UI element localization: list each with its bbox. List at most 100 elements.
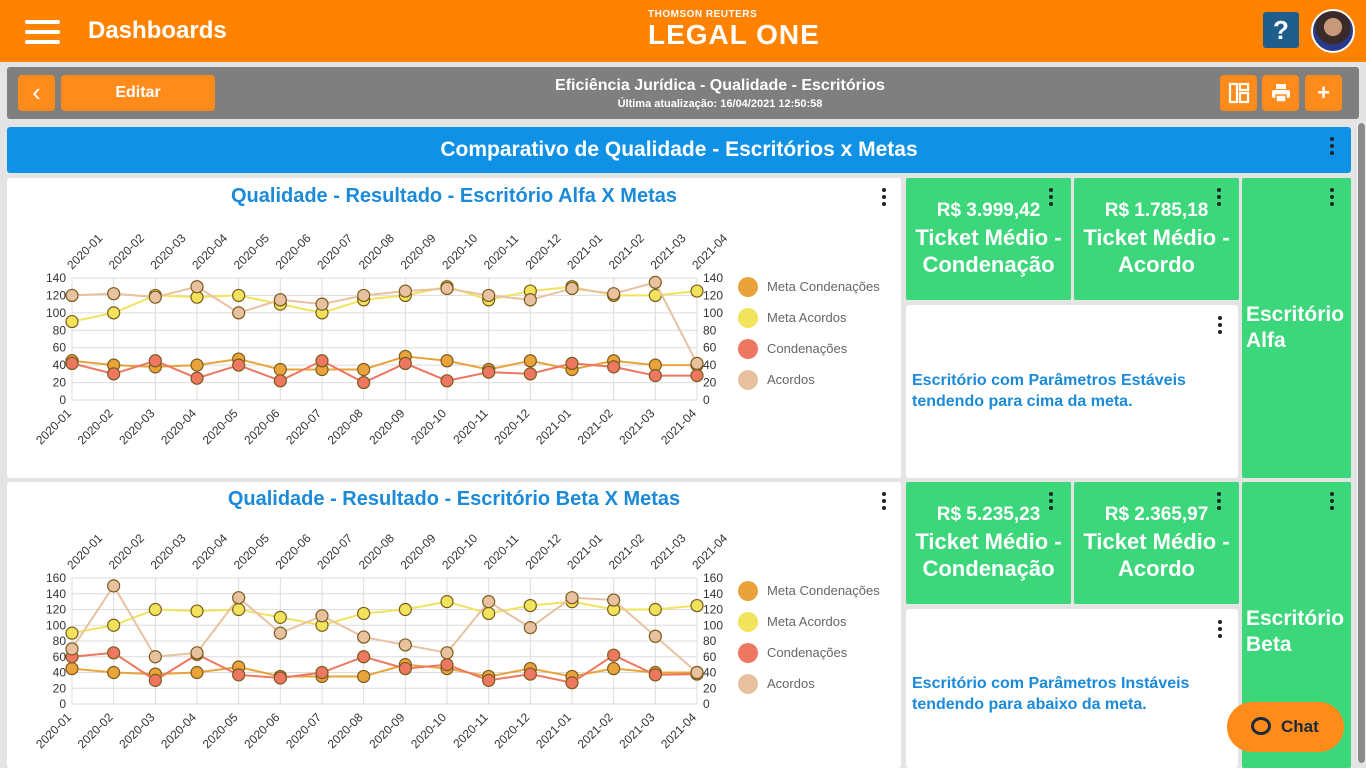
y-tick-left: 0	[59, 697, 66, 711]
data-point	[690, 598, 704, 613]
data-point	[523, 598, 537, 613]
data-point	[107, 646, 121, 660]
chart-kebab-icon[interactable]	[881, 188, 887, 206]
y-tick-right: 60	[703, 341, 717, 355]
x-tick-bottom: 2020-06	[241, 406, 282, 447]
data-point	[190, 280, 204, 294]
x-tick-bottom: 2020-10	[408, 406, 449, 447]
y-tick-left: 0	[59, 393, 66, 407]
series-line	[71, 281, 698, 364]
data-point	[607, 593, 621, 607]
chart-title-alfa: Qualidade - Resultado - Escritório Alfa …	[230, 185, 677, 207]
kpi-value: R$ 3.999,42	[936, 200, 1041, 221]
y-tick-left: 80	[53, 323, 67, 337]
y-tick-left: 140	[46, 587, 66, 601]
tile-kebab-icon[interactable]	[1048, 492, 1054, 510]
data-point	[607, 287, 621, 301]
y-tick-right: 40	[703, 358, 717, 372]
legend-label: Acordos	[767, 676, 815, 691]
y-tick-right: 80	[703, 634, 717, 648]
tile-kebab-icon[interactable]	[1048, 188, 1054, 206]
message-kebab-icon[interactable]	[1217, 316, 1223, 334]
data-point	[482, 606, 496, 621]
data-point	[107, 367, 121, 381]
tile-kebab-icon[interactable]	[1216, 492, 1222, 510]
user-avatar[interactable]	[1311, 9, 1355, 53]
legend-label: Acordos	[767, 372, 815, 387]
x-tick-bottom: 2021-01	[533, 406, 574, 447]
edit-button[interactable]: Editar	[61, 75, 215, 111]
data-point	[148, 602, 162, 617]
data-point	[565, 281, 579, 296]
data-point	[523, 367, 537, 381]
kpi-tile-alfa-condenacao: R$ 3.999,42 Ticket Médio - Condenação	[906, 178, 1071, 300]
office-kebab-icon[interactable]	[1329, 188, 1335, 206]
data-point	[690, 665, 704, 680]
series-line	[71, 355, 697, 371]
x-tick-top: 2021-04	[689, 231, 730, 272]
y-tick-left: 60	[53, 341, 67, 355]
data-point	[232, 306, 246, 320]
chart-panel-beta: Qualidade - Resultado - Escritório Beta …	[7, 482, 901, 768]
data-point	[315, 297, 329, 311]
legend-label: Meta Acordos	[767, 310, 847, 325]
data-point	[190, 646, 204, 660]
data-point	[690, 356, 704, 370]
x-tick-top: 2020-10	[439, 231, 480, 272]
chart-kebab-icon[interactable]	[881, 492, 887, 510]
data-point	[440, 354, 454, 368]
x-tick-top: 2020-05	[231, 531, 272, 572]
y-tick-left: 80	[53, 634, 67, 648]
x-tick-top: 2020-12	[523, 531, 564, 572]
tile-kebab-icon[interactable]	[1216, 188, 1222, 206]
help-button[interactable]: ?	[1263, 12, 1299, 48]
hamburger-menu-icon[interactable]	[25, 20, 60, 44]
data-point	[357, 375, 371, 390]
layout-button[interactable]	[1220, 75, 1257, 111]
chat-button[interactable]: Chat	[1227, 702, 1344, 752]
brand-top: THOMSON REUTERS	[648, 9, 758, 20]
office-kebab-icon[interactable]	[1329, 492, 1335, 510]
kpi-label: Ticket Médio - Condenação	[915, 529, 1062, 581]
data-point	[273, 626, 287, 640]
x-tick-top: 2020-11	[481, 531, 522, 572]
kpi-label: Ticket Médio - Acordo	[1083, 529, 1230, 581]
series-line	[71, 651, 698, 684]
print-button[interactable]	[1262, 75, 1299, 111]
data-point	[107, 665, 121, 680]
x-tick-bottom: 2020-09	[366, 710, 407, 751]
y-tick-left: 160	[46, 571, 66, 585]
data-point	[398, 638, 412, 652]
data-point	[65, 626, 79, 640]
chevron-left-icon: ‹	[32, 77, 41, 107]
page-scrollbar[interactable]	[1357, 123, 1366, 763]
x-tick-top: 2020-07	[314, 531, 355, 572]
scrollbar-thumb[interactable]	[1358, 123, 1365, 763]
section-kebab-icon[interactable]	[1329, 137, 1335, 155]
data-point	[565, 591, 579, 605]
back-button[interactable]: ‹	[18, 75, 55, 111]
x-tick-top: 2020-09	[398, 531, 439, 572]
x-tick-bottom: 2020-11	[450, 406, 491, 447]
x-tick-top: 2020-06	[273, 531, 314, 572]
series-line	[71, 583, 698, 674]
y-tick-left: 100	[46, 618, 66, 632]
y-tick-right: 140	[703, 271, 723, 285]
message-kebab-icon[interactable]	[1217, 620, 1223, 638]
section-header: Comparativo de Qualidade - Escritórios x…	[7, 127, 1351, 173]
y-tick-right: 20	[703, 681, 717, 695]
data-point	[648, 369, 662, 383]
x-tick-bottom: 2020-10	[408, 710, 449, 751]
x-tick-bottom: 2020-12	[491, 406, 532, 447]
plus-icon: +	[1317, 80, 1330, 105]
data-point	[315, 665, 329, 680]
y-tick-right: 160	[703, 571, 723, 585]
data-point	[273, 671, 287, 685]
x-tick-bottom: 2021-04	[658, 406, 699, 447]
add-widget-button[interactable]: +	[1305, 75, 1342, 111]
x-tick-bottom: 2020-07	[283, 710, 324, 751]
x-tick-top: 2021-01	[564, 531, 605, 572]
data-point	[65, 356, 79, 370]
data-point	[690, 284, 704, 298]
